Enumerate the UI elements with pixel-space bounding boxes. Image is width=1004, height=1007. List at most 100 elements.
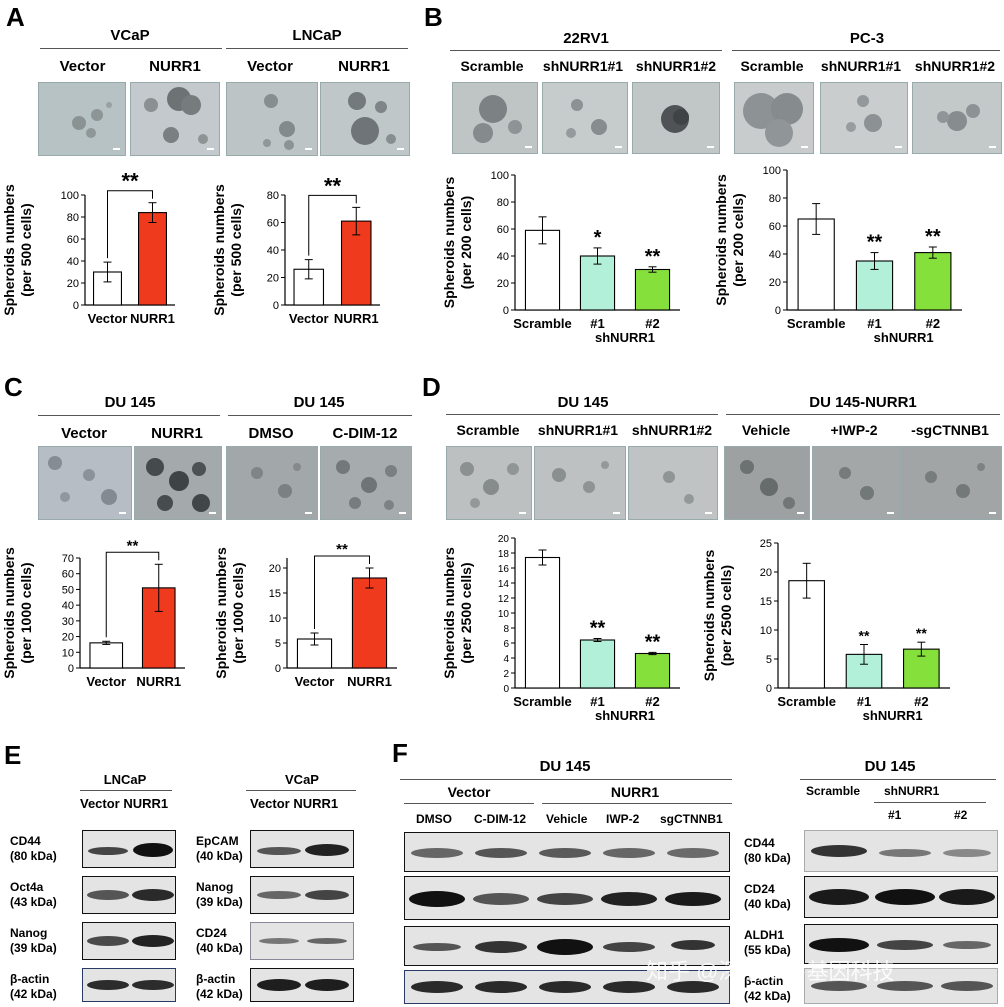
band-label: Oct4a (43 kDa)	[10, 880, 57, 909]
micrograph	[320, 446, 412, 520]
y-tick-label: 20	[497, 278, 509, 290]
panel-letter-f: F	[392, 738, 408, 768]
y-tick-label: 20	[769, 277, 781, 289]
condition-label: NURR1	[151, 425, 203, 442]
condition-label: Scramble	[740, 58, 804, 74]
y-axis-label: Spheroids numbers	[701, 550, 717, 682]
y-tick-label: 0	[73, 300, 79, 312]
micrograph	[320, 82, 410, 156]
x-tick-label: Scramble	[513, 316, 572, 331]
y-axis-label: Spheroids numbers	[1, 547, 17, 679]
y-tick-label: 80	[267, 190, 279, 202]
micrograph	[724, 446, 810, 520]
band-label: β-actin (42 kDa)	[196, 972, 243, 1001]
bar	[579, 639, 616, 689]
condition-label: Vehicle	[741, 422, 791, 438]
western-blot-band	[82, 922, 176, 960]
header-rule	[226, 48, 408, 49]
lane-label: DMSO	[416, 812, 452, 826]
micrograph	[134, 446, 222, 520]
y-axis-label: (per 2500 cells)	[458, 562, 474, 663]
western-blot-band	[404, 970, 730, 1004]
y-tick-label: 4	[503, 654, 509, 665]
condition-label: Vector	[247, 58, 293, 75]
y-tick-label: 60	[769, 221, 781, 233]
western-blot-band	[250, 830, 354, 868]
panel-letter-e: E	[4, 740, 22, 770]
group-label-vector: Vector	[447, 784, 491, 800]
y-tick-label: 0	[503, 684, 509, 695]
bar-chart-d-nurr1: 0 5 10 15 20 25 Spheroids numbers (per 2500 cel…	[701, 538, 950, 723]
bar	[351, 577, 388, 669]
y-tick-label: 60	[267, 218, 279, 230]
bar	[138, 212, 168, 306]
watermark: 知乎 @深圳市易基因科技	[646, 959, 895, 984]
x-tick-label: Scramble	[777, 694, 836, 709]
y-tick-label: 20	[62, 632, 74, 644]
y-tick-label: 10	[269, 613, 281, 625]
band-label: β-actin (42 kDa)	[10, 972, 57, 1001]
micrograph	[226, 82, 318, 156]
panel-letter-c: C	[4, 372, 23, 402]
header-rule	[228, 415, 412, 416]
y-tick-label: 8	[503, 624, 509, 635]
bar	[634, 652, 671, 689]
cell-line-vcap: VCaP	[110, 27, 150, 44]
y-axis-label: Spheroids numbers	[441, 177, 457, 309]
condition-label: shNURR1#1	[542, 58, 624, 74]
band-label: Nanog (39 kDa)	[10, 926, 57, 955]
bar	[340, 220, 372, 306]
western-blot-band	[250, 922, 354, 960]
y-tick-label: 14	[498, 579, 510, 590]
group-label-shnurr1: shNURR1	[884, 784, 940, 798]
header-rule	[446, 414, 718, 415]
cell-line-du145: DU 145	[104, 394, 156, 411]
x-tick-label: #2	[645, 694, 659, 709]
lane-label: IWP-2	[606, 812, 640, 826]
lane-label: #1	[888, 808, 902, 822]
y-axis-label: (per 500 cells)	[228, 203, 244, 296]
condition-label: NURR1	[149, 58, 201, 75]
y-tick-label: 6	[503, 639, 509, 650]
bar-chart-b-22rv1: 0 20 40 60 80 100 Spheroids numbers (per 200 ce…	[441, 170, 680, 345]
cell-line-du145: DU 145	[539, 758, 591, 775]
y-tick-label: 0	[273, 300, 279, 312]
header-rule	[542, 803, 732, 804]
significance-label: **	[925, 226, 941, 248]
western-blot-band	[404, 832, 730, 872]
bar-chart-c-vector: 0 10 20 30 40 50 60 70 Spheroids numbers (per 100…	[1, 537, 185, 689]
bar-chart-a-vcap: 0 20 40 60 80 100 Spheroids numbers (per 500 ce…	[1, 169, 175, 326]
lane-label: Scramble	[806, 784, 861, 798]
significance-label: **	[867, 232, 883, 254]
x-tick-label: NURR1	[334, 311, 379, 326]
condition-label: Scramble	[456, 422, 520, 438]
y-tick-label: 60	[497, 224, 509, 236]
header-rule	[38, 415, 220, 416]
x-tick-label: Vector	[289, 311, 329, 326]
x-tick-label: Vector	[86, 674, 126, 689]
micrograph	[446, 446, 532, 520]
x-tick-label: #1	[867, 316, 881, 331]
header-rule	[450, 50, 722, 51]
x-tick-label: Vector	[295, 674, 335, 689]
header-rule	[400, 779, 732, 780]
y-tick-label: 0	[503, 305, 509, 317]
lane-label: sgCTNNB1	[660, 812, 723, 826]
lane-label: Vehicle	[546, 812, 588, 826]
y-tick-label: 20	[760, 567, 772, 579]
y-tick-label: 2	[503, 669, 509, 680]
y-tick-label: 20	[269, 563, 281, 575]
y-tick-label: 10	[760, 625, 772, 637]
panel-letter-d: D	[422, 372, 441, 402]
y-axis-label: Spheroids numbers	[713, 174, 729, 306]
significance-label: **	[916, 625, 927, 641]
group-label: shNURR1	[595, 708, 655, 723]
micrograph	[130, 82, 220, 156]
lane-labels: Vector NURR1	[80, 796, 169, 811]
x-tick-label: #2	[926, 316, 940, 331]
x-tick-label: #1	[857, 694, 871, 709]
significance-label: *	[594, 227, 602, 249]
condition-label: Vector	[61, 425, 107, 442]
micrograph	[452, 82, 538, 154]
micrograph	[226, 446, 318, 520]
